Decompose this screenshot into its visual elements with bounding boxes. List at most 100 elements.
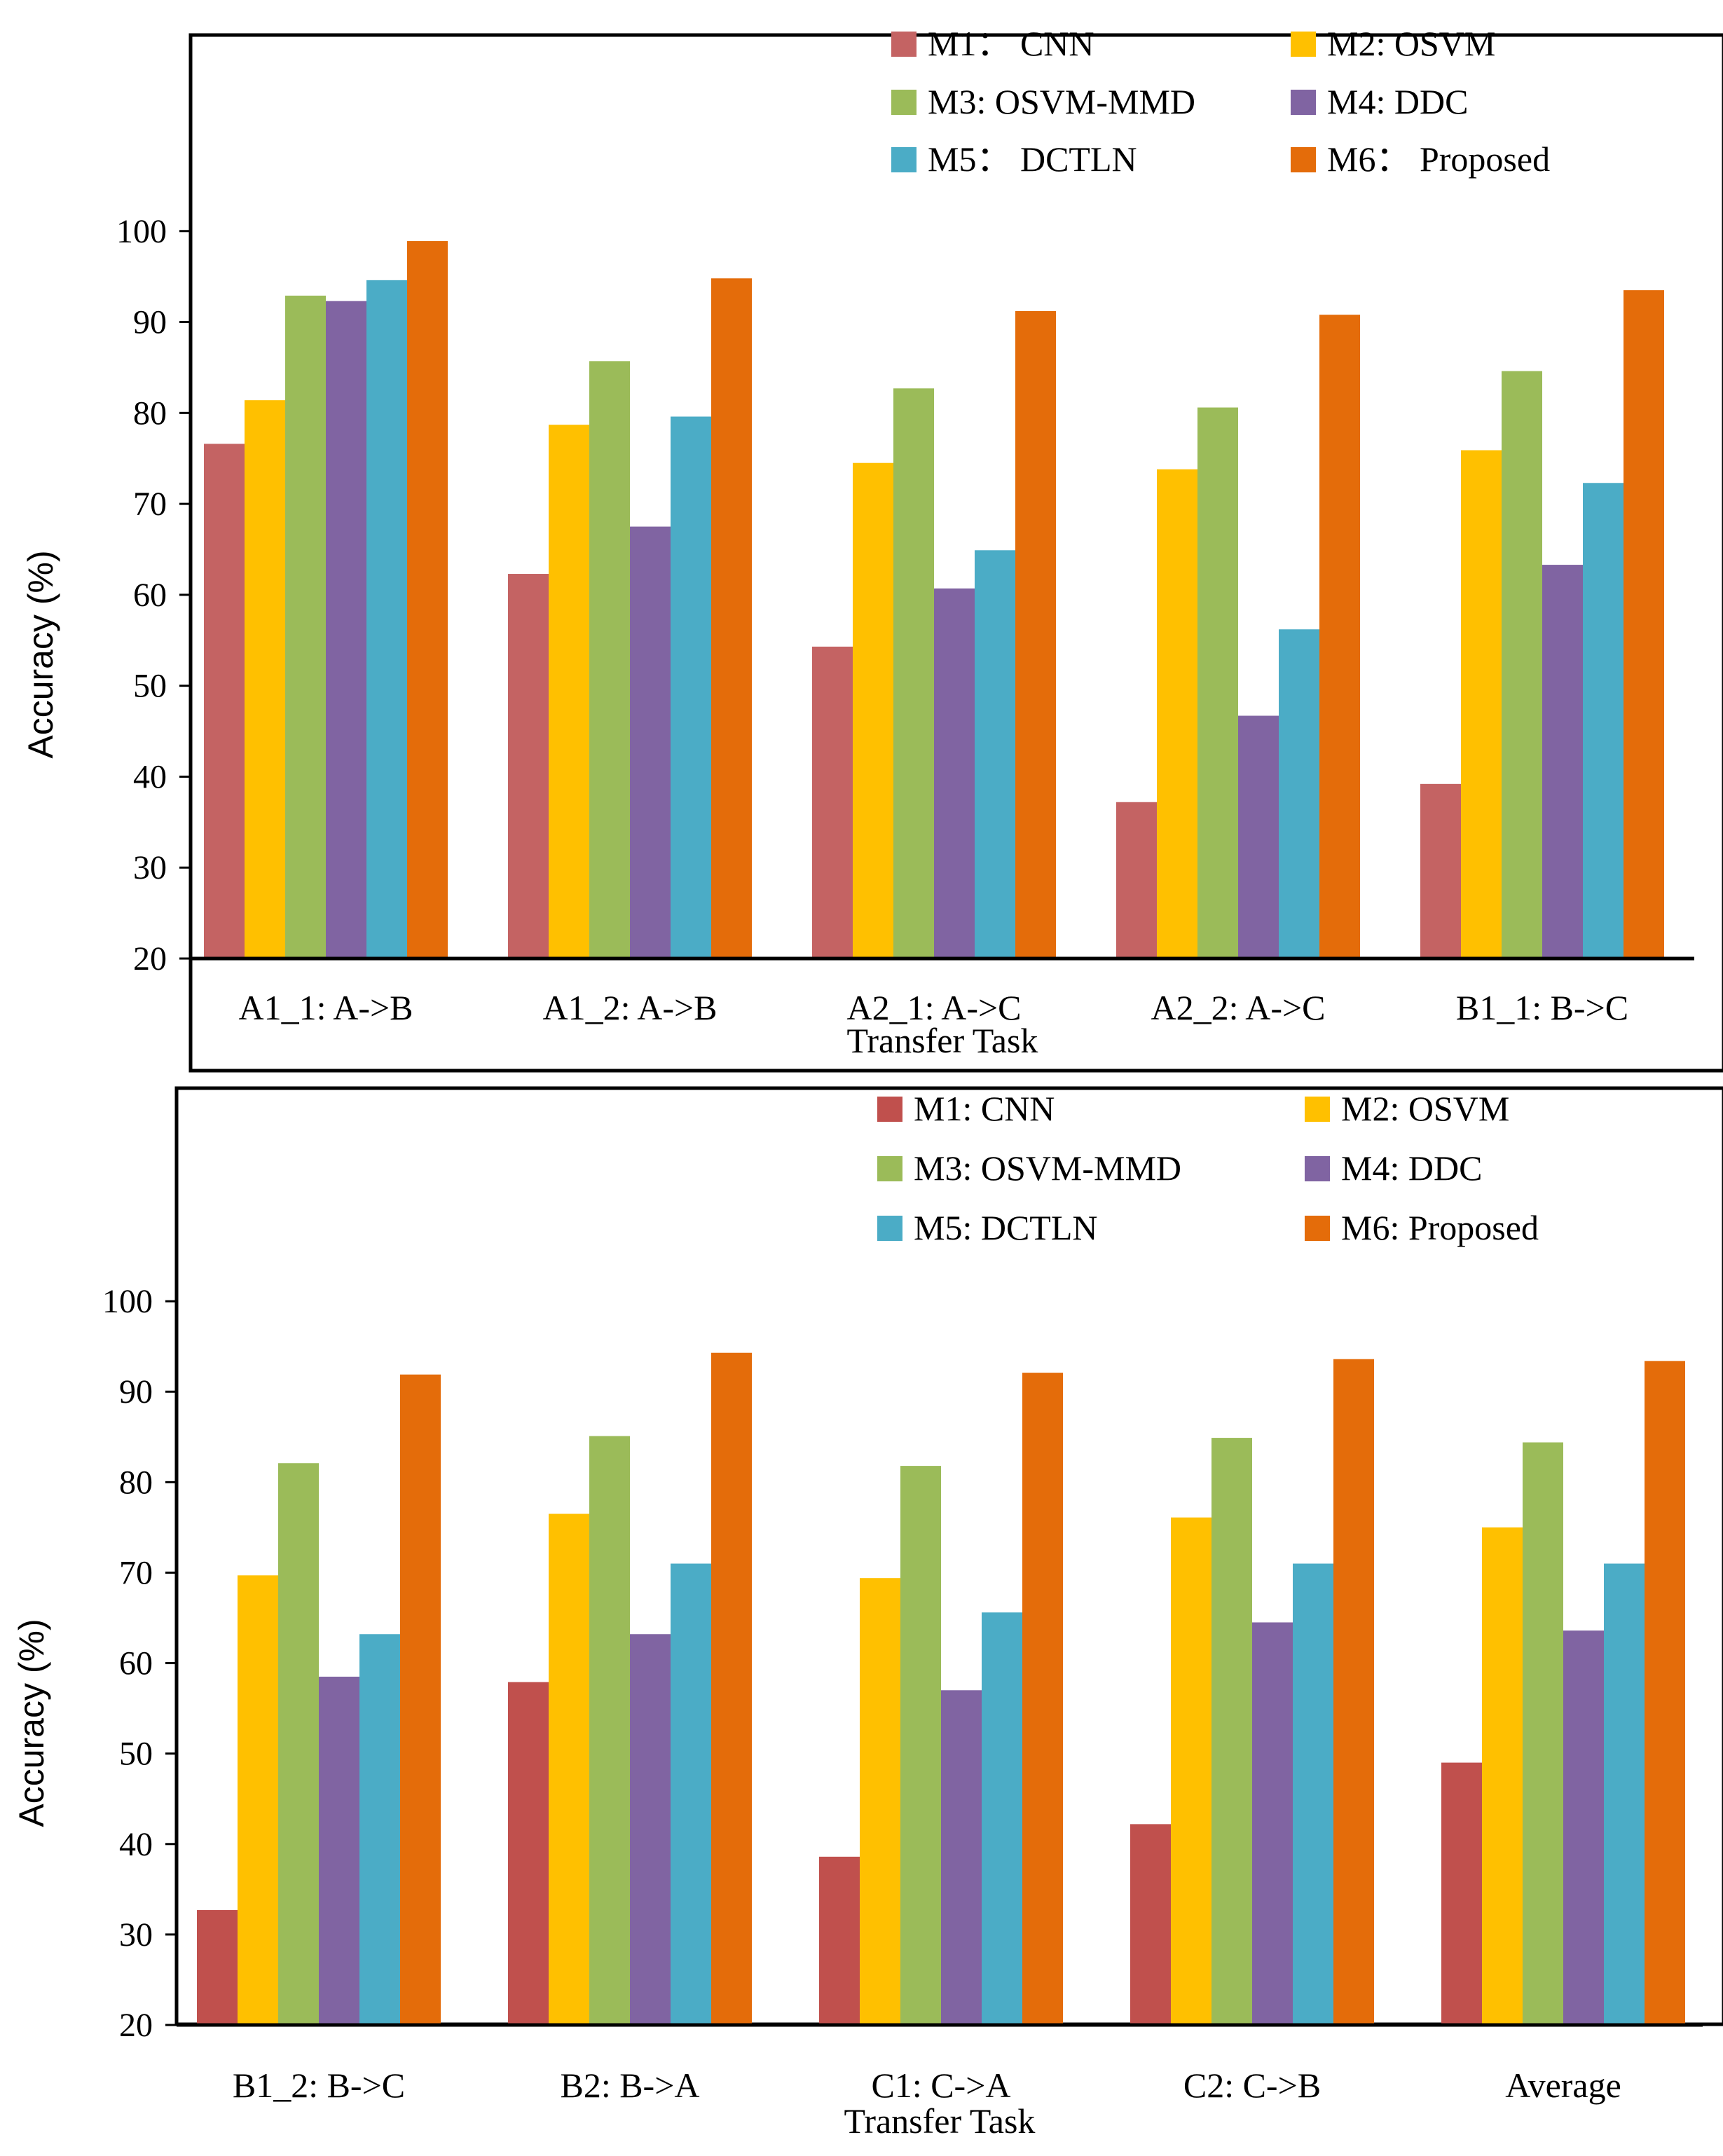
bar-series2-cat3 [860, 1578, 900, 2025]
y-tick-label: 20 [133, 940, 167, 977]
bar-series6-cat2 [711, 1352, 752, 2025]
x-tick-label: C1: C->A [871, 2066, 1010, 2105]
bar-series2-cat1 [245, 400, 285, 959]
bar-series4-cat4 [1252, 1622, 1293, 2025]
legend-swatch [877, 1156, 902, 1181]
bar-series6-cat3 [1022, 1373, 1063, 2025]
legend-label: M6： Proposed [1327, 139, 1550, 179]
bar-series5-cat1 [366, 280, 407, 959]
legend-label: M3: OSVM-MMD [928, 82, 1195, 121]
y-tick-label: 20 [119, 2007, 153, 2044]
x-tick-label: B1_1: B->C [1456, 988, 1628, 1027]
bar-series2-cat2 [549, 1513, 589, 2025]
y-axis-title: Accuracy (%) [21, 550, 60, 758]
legend-swatch [1305, 1097, 1330, 1122]
legend-label: M2: OSVM [1327, 24, 1495, 63]
bar-series6-cat1 [407, 241, 448, 959]
bar-series3-cat2 [589, 361, 630, 959]
bar-series1-cat2 [508, 574, 549, 959]
chart-panel-1: 20 30 40 50 60 70 80 90 100 A1_1: A->B A1_2: A->B A… [21, 24, 1723, 1073]
bar-series3-cat1 [278, 1463, 319, 2025]
bar-series5-cat2 [671, 416, 711, 959]
y-axis-title: Accuracy (%) [12, 1619, 51, 1827]
bar-series6-cat5 [1624, 290, 1664, 959]
bar-series3-cat3 [893, 388, 934, 959]
bar-series5-cat3 [975, 550, 1015, 959]
legend-label: M3: OSVM-MMD [914, 1148, 1181, 1188]
bar-series4-cat3 [941, 1690, 982, 2025]
legend-swatch [1305, 1216, 1330, 1241]
y-tick-label: 30 [133, 849, 167, 886]
bar-series2-cat5 [1482, 1527, 1523, 2025]
legend-swatch [891, 32, 917, 57]
chart-panel-2: 20 30 40 50 60 70 80 90 100 B1_2: B->C B2: B->A C1:… [12, 1086, 1723, 2141]
bar-series5-cat1 [359, 1634, 400, 2025]
bar-series1-cat5 [1441, 1762, 1482, 2025]
bar-series4-cat4 [1238, 715, 1279, 959]
bar-series3-cat4 [1211, 1438, 1252, 2025]
bar-series3-cat1 [285, 295, 326, 959]
bar-series5-cat2 [671, 1563, 711, 2025]
bar-series4-cat2 [630, 526, 671, 959]
y-tick-label: 60 [119, 1645, 153, 1682]
bar-series5-cat5 [1583, 483, 1624, 959]
legend-label: M4: DDC [1327, 82, 1468, 121]
bar-series2-cat1 [238, 1575, 278, 2025]
bar-series6-cat4 [1333, 1359, 1374, 2025]
bar-series5-cat4 [1293, 1563, 1333, 2025]
legend-swatch [877, 1097, 902, 1122]
legend-swatch [891, 90, 917, 115]
y-tick-label: 80 [133, 394, 167, 432]
bar-series4-cat1 [319, 1676, 359, 2025]
y-tick-label: 100 [102, 1283, 153, 1320]
x-tick-label: Average [1505, 2066, 1621, 2105]
y-tick-label: 100 [116, 213, 167, 250]
y-tick-label: 30 [119, 1916, 153, 1954]
bar-series2-cat5 [1461, 450, 1502, 959]
bar-series6-cat2 [711, 278, 752, 959]
legend-label: M1: CNN [914, 1089, 1055, 1128]
legend-label: M2: OSVM [1341, 1089, 1509, 1128]
x-tick-label: A1_1: A->B [238, 988, 413, 1027]
y-tick-label: 90 [119, 1373, 153, 1410]
bar-series3-cat5 [1502, 371, 1542, 959]
y-tick-label: 40 [133, 758, 167, 795]
bar-series5-cat4 [1279, 629, 1319, 959]
x-tick-label: A1_2: A->B [542, 988, 717, 1027]
legend-label: M1： CNN [928, 24, 1094, 63]
legend-swatch [891, 147, 917, 172]
bar-series3-cat2 [589, 1436, 630, 2025]
bar-series2-cat3 [853, 462, 893, 959]
bar-series3-cat5 [1523, 1442, 1563, 2025]
bar-series6-cat3 [1015, 310, 1056, 959]
bar-series4-cat3 [934, 588, 975, 959]
bar-series3-cat4 [1197, 407, 1238, 959]
bar-series1-cat2 [508, 1682, 549, 2025]
bar-series4-cat5 [1542, 565, 1583, 959]
y-tick-label: 50 [119, 1736, 153, 1773]
plot-frame [188, 33, 1723, 1073]
bar-series1-cat3 [812, 646, 853, 959]
legend-swatch [877, 1216, 902, 1241]
legend-label: M5： DCTLN [928, 139, 1137, 179]
x-tick-label: B1_2: B->C [233, 2066, 405, 2105]
legend-swatch [1291, 147, 1316, 172]
bar-series3-cat3 [900, 1466, 941, 2025]
bar-series5-cat3 [982, 1612, 1022, 2025]
legend-label: M5: DCTLN [914, 1208, 1098, 1247]
y-tick-label: 40 [119, 1826, 153, 1863]
bar-series1-cat3 [819, 1856, 860, 2025]
bar-series2-cat2 [549, 425, 589, 959]
y-tick-label: 90 [133, 304, 167, 341]
y-tick-label: 80 [119, 1464, 153, 1501]
bar-series4-cat5 [1563, 1630, 1604, 2025]
y-tick-label: 60 [133, 577, 167, 614]
bar-series1-cat5 [1420, 783, 1461, 959]
legend-label: M4: DDC [1341, 1148, 1482, 1188]
legend-swatch [1291, 32, 1316, 57]
bar-series5-cat5 [1604, 1563, 1645, 2025]
x-tick-label: A2_1: A->C [846, 988, 1021, 1027]
legend-swatch [1305, 1156, 1330, 1181]
